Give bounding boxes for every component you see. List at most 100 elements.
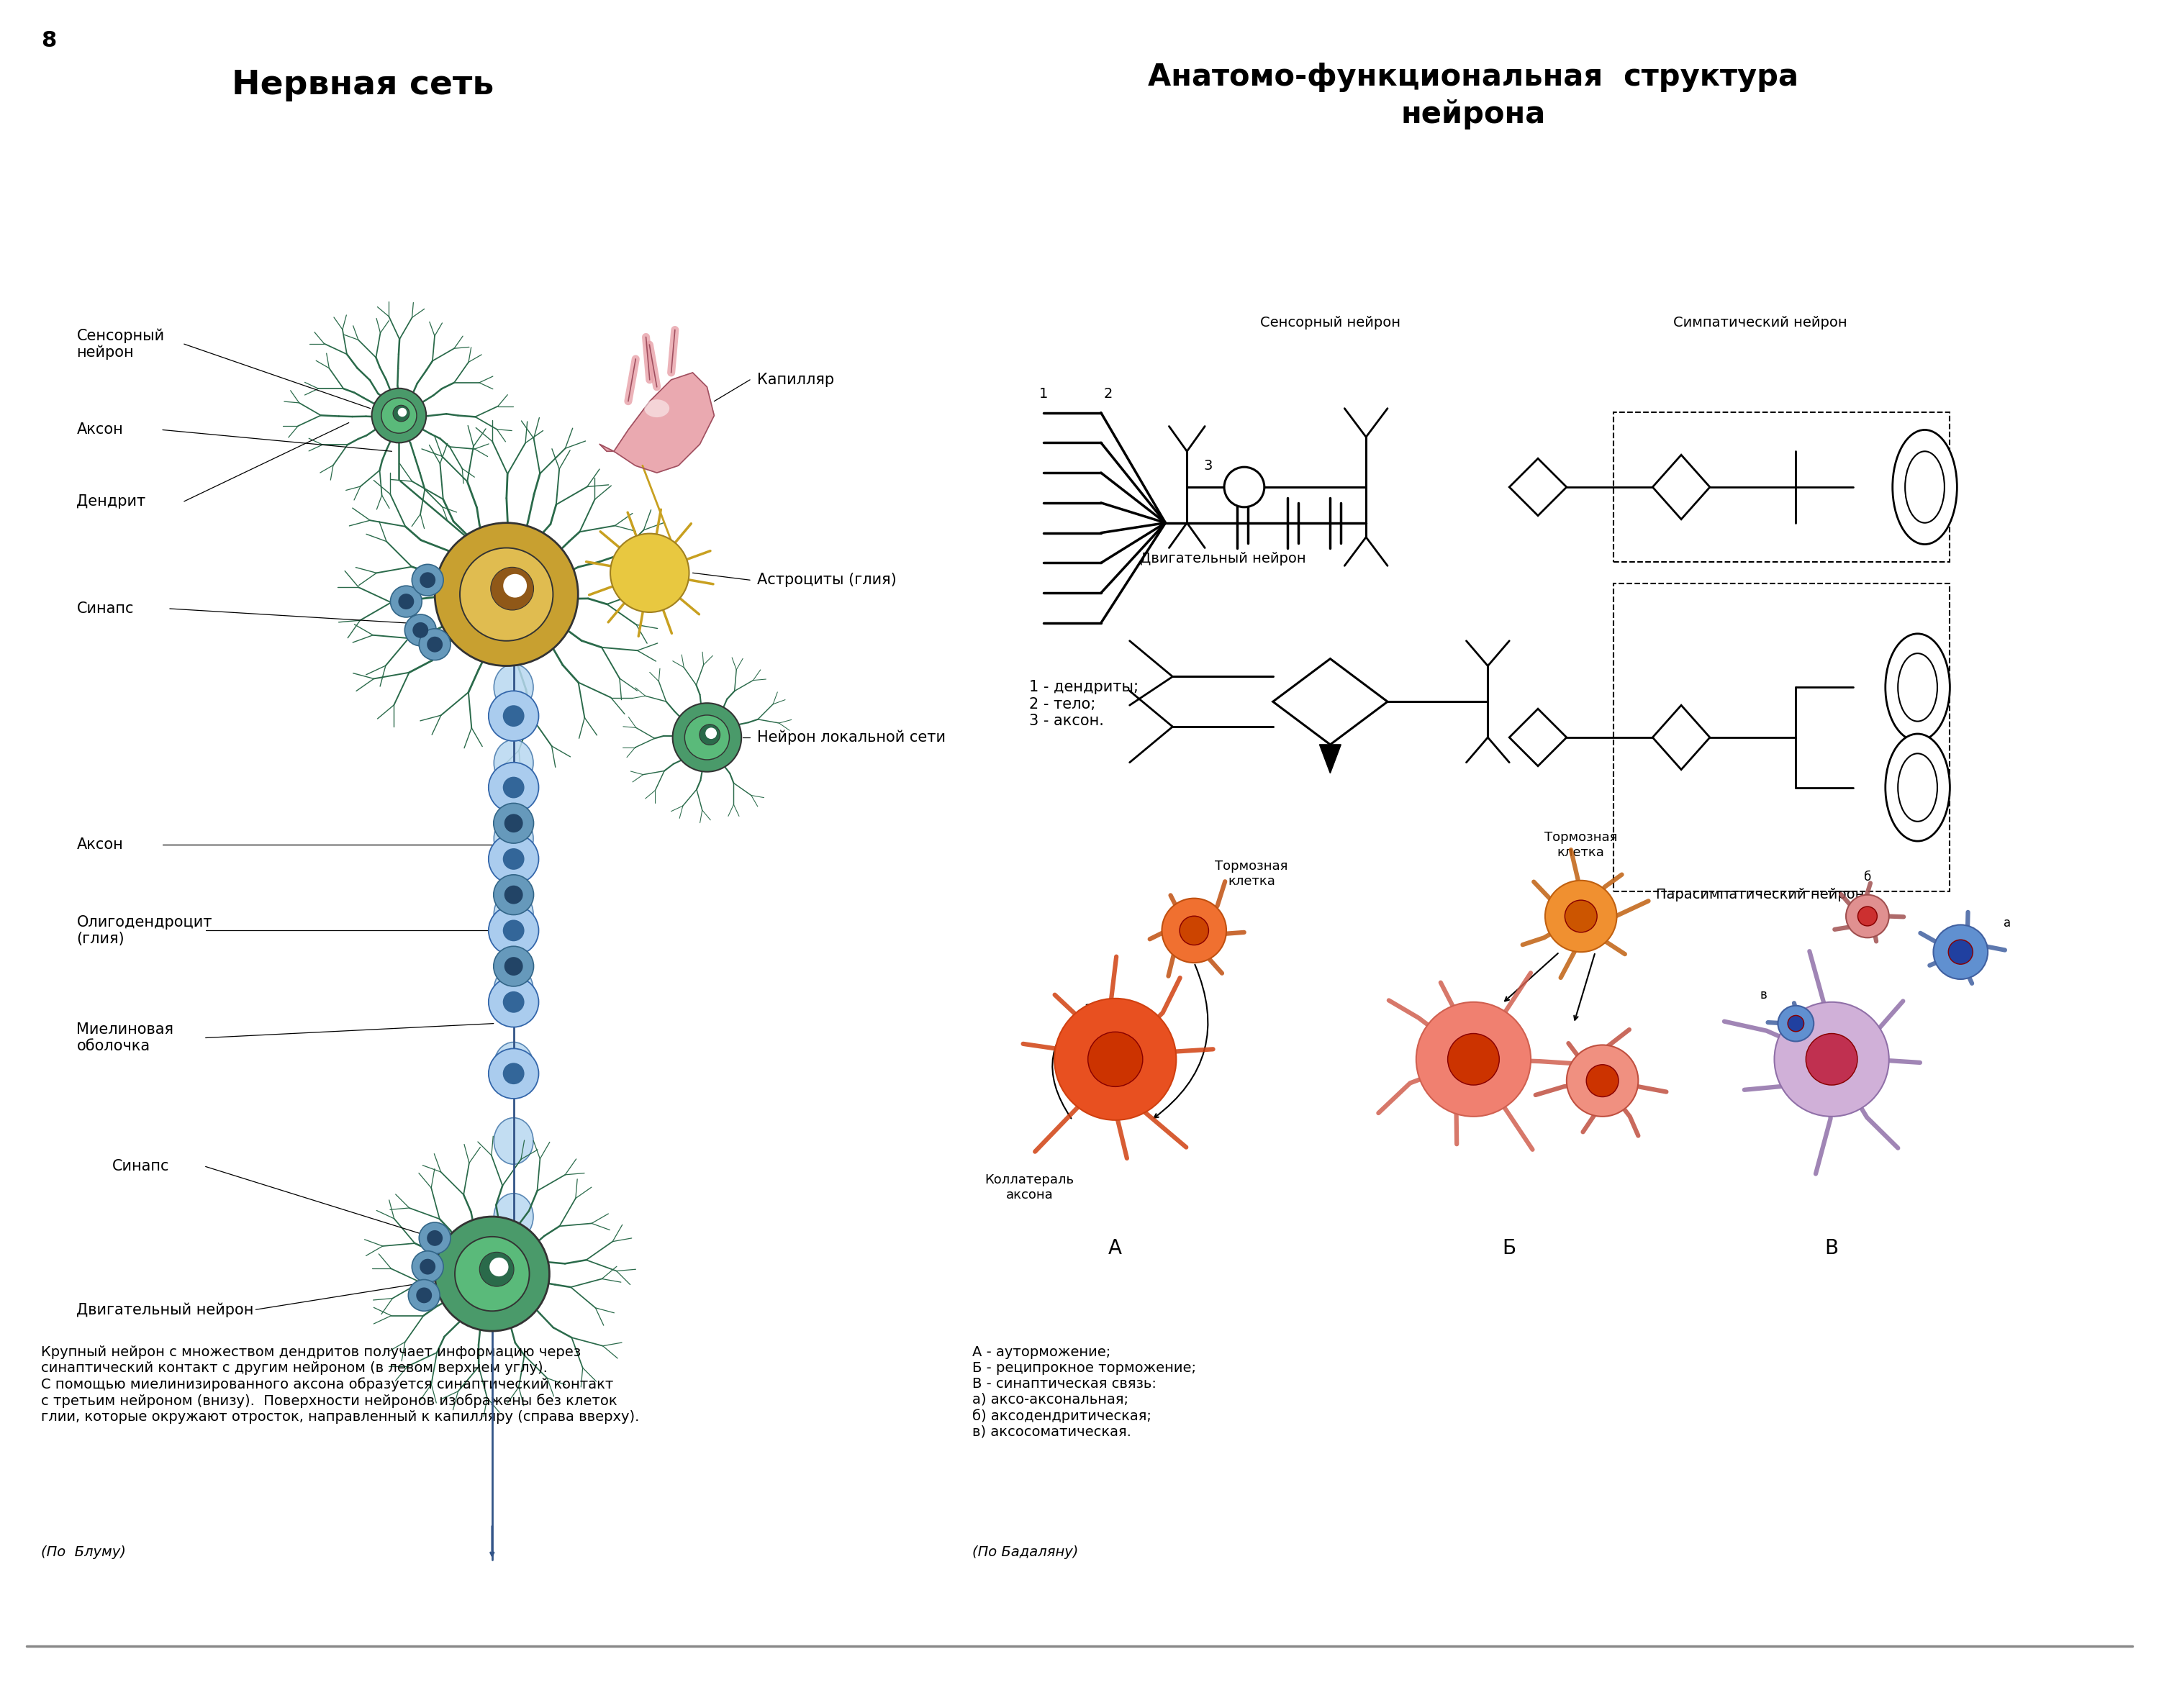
Circle shape [1088, 1032, 1142, 1086]
Ellipse shape [1898, 654, 1937, 721]
Text: Миелиновая
оболочка: Миелиновая оболочка [76, 1023, 173, 1054]
Polygon shape [1652, 454, 1710, 519]
Circle shape [397, 408, 406, 417]
Circle shape [419, 629, 451, 661]
Text: а: а [2004, 917, 2010, 929]
Text: 1 - дендриты;
2 - тело;
3 - аксон.: 1 - дендриты; 2 - тело; 3 - аксон. [1030, 680, 1138, 728]
Circle shape [412, 564, 443, 596]
Circle shape [1567, 1045, 1639, 1117]
Text: б: б [1863, 871, 1872, 883]
Text: 3: 3 [1205, 459, 1213, 473]
Ellipse shape [1904, 451, 1945, 523]
Circle shape [1587, 1064, 1619, 1097]
Circle shape [503, 849, 525, 869]
Circle shape [505, 815, 522, 832]
Text: Олигодендроцит
(глия): Олигодендроцит (глия) [76, 915, 212, 946]
Text: (По  Блуму): (По Блуму) [41, 1546, 125, 1559]
Text: 2: 2 [1103, 388, 1112, 401]
Circle shape [674, 704, 741, 772]
Ellipse shape [494, 892, 533, 938]
Circle shape [393, 405, 410, 422]
Polygon shape [1274, 659, 1388, 745]
Text: Парасимпатический нейрон: Парасимпатический нейрон [1656, 888, 1863, 902]
Circle shape [1449, 1033, 1498, 1085]
Text: (По Бадаляну): (По Бадаляну) [972, 1546, 1077, 1559]
Circle shape [488, 692, 538, 741]
Text: орган: орган [1909, 475, 1941, 485]
Circle shape [382, 398, 417, 434]
Circle shape [706, 728, 717, 740]
Ellipse shape [643, 400, 669, 417]
Ellipse shape [494, 1042, 533, 1088]
Circle shape [503, 777, 525, 798]
Circle shape [479, 1252, 514, 1286]
Circle shape [494, 803, 533, 844]
Circle shape [434, 523, 579, 666]
Text: Тормозная
клетка: Тормозная клетка [1544, 832, 1617, 859]
Text: Аксон: Аксон [76, 837, 123, 852]
Polygon shape [1319, 745, 1341, 774]
Circle shape [460, 548, 553, 640]
Circle shape [397, 594, 415, 610]
Ellipse shape [494, 967, 533, 1013]
Circle shape [1179, 915, 1209, 945]
Text: 8: 8 [41, 31, 56, 51]
Circle shape [419, 1259, 436, 1274]
Circle shape [490, 1257, 507, 1276]
Text: В: В [1824, 1238, 1839, 1259]
Circle shape [488, 905, 538, 955]
Circle shape [684, 716, 730, 760]
Text: Крупный нейрон с множеством дендритов получает информацию через
синаптический ко: Крупный нейрон с множеством дендритов по… [41, 1346, 639, 1423]
Circle shape [427, 637, 443, 652]
Ellipse shape [1885, 734, 1950, 840]
Circle shape [1546, 880, 1617, 951]
Circle shape [417, 1288, 432, 1303]
Text: А - ауторможение;
Б - реципрокное торможение;
В - синаптическая связь:
а) аксо-а: А - ауторможение; Б - реципрокное тормож… [972, 1346, 1196, 1438]
Circle shape [490, 567, 533, 610]
Circle shape [611, 533, 689, 611]
Circle shape [1054, 999, 1177, 1120]
Circle shape [503, 1062, 525, 1085]
Circle shape [1416, 1003, 1531, 1117]
Text: Сенсорный нейрон: Сенсорный нейрон [1261, 316, 1401, 330]
Polygon shape [1509, 458, 1567, 516]
Circle shape [503, 991, 525, 1013]
Circle shape [700, 724, 721, 745]
Circle shape [456, 1237, 529, 1312]
Text: Дендрит: Дендрит [76, 494, 147, 509]
Circle shape [494, 874, 533, 915]
Text: Капилляр: Капилляр [758, 372, 833, 388]
Text: Аксон: Аксон [76, 422, 123, 437]
Circle shape [419, 1223, 451, 1254]
Text: Двигательный нейрон: Двигательный нейрон [1140, 552, 1306, 565]
Circle shape [427, 1230, 443, 1245]
Circle shape [1775, 1003, 1889, 1117]
Ellipse shape [1893, 430, 1956, 545]
Circle shape [494, 946, 533, 986]
Polygon shape [1652, 705, 1710, 770]
Ellipse shape [494, 1194, 533, 1240]
Text: Синапс: Синапс [76, 601, 134, 617]
Circle shape [488, 762, 538, 813]
Ellipse shape [1885, 634, 1950, 741]
Text: в: в [1760, 989, 1768, 1001]
Circle shape [488, 834, 538, 885]
Circle shape [434, 1216, 548, 1331]
Circle shape [408, 1279, 440, 1312]
Circle shape [488, 1049, 538, 1098]
Text: Анатомо-функциональная  структура
нейрона: Анатомо-функциональная структура нейрона [1149, 61, 1798, 130]
Polygon shape [600, 372, 715, 473]
Circle shape [1932, 924, 1988, 979]
Text: Двигательный нейрон: Двигательный нейрон [76, 1301, 255, 1317]
Ellipse shape [494, 664, 533, 711]
Text: Б: Б [1503, 1238, 1516, 1259]
Circle shape [412, 1250, 443, 1283]
Circle shape [391, 586, 421, 617]
Text: 1: 1 [1038, 388, 1047, 401]
Text: Астроциты (глия): Астроциты (глия) [758, 572, 896, 588]
Circle shape [1565, 900, 1598, 933]
Polygon shape [1509, 709, 1567, 765]
Circle shape [488, 977, 538, 1027]
Ellipse shape [494, 815, 533, 863]
Circle shape [503, 574, 527, 598]
